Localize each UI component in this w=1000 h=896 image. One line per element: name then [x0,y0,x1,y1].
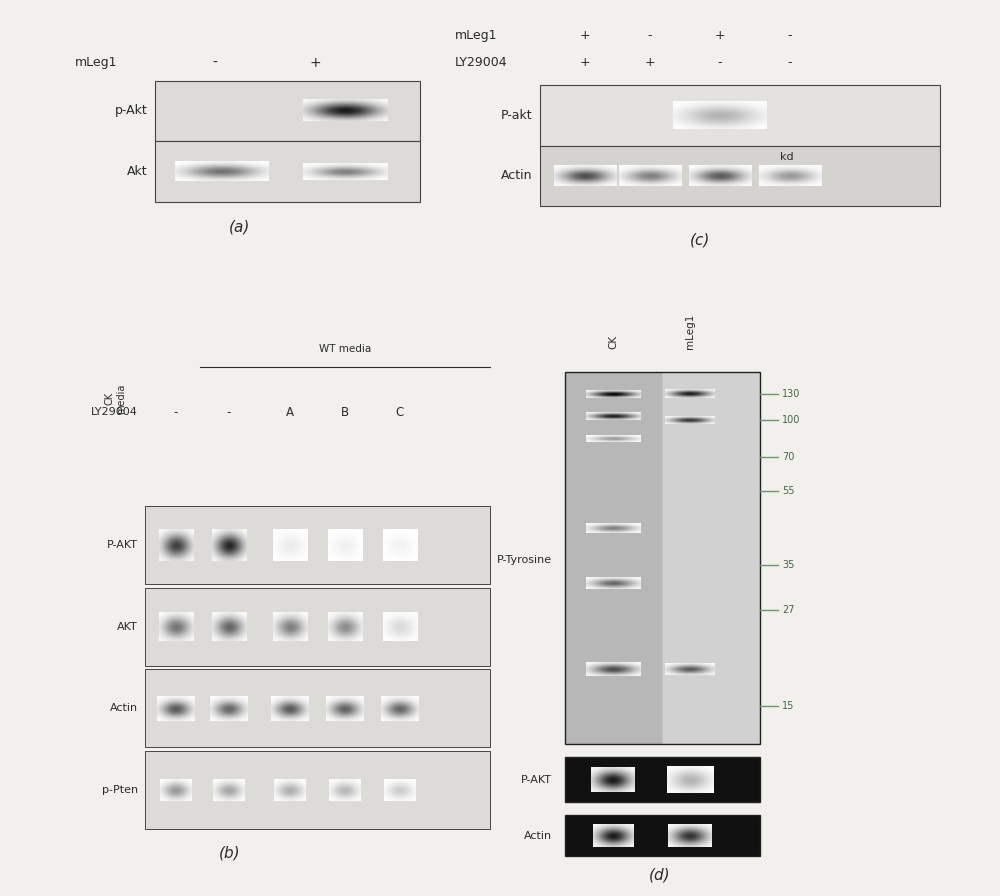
Text: +: + [309,56,321,70]
Text: Actin: Actin [524,831,552,840]
Text: C: C [396,406,404,418]
Text: -: - [174,406,178,418]
Text: 27: 27 [782,605,794,615]
Text: CK
media: CK media [104,383,126,414]
Text: -: - [788,56,792,69]
Text: kd: kd [780,151,794,162]
Text: 100: 100 [782,415,800,426]
Text: (a): (a) [229,220,251,235]
Text: P-Tyrosine: P-Tyrosine [497,555,552,565]
Text: -: - [788,30,792,42]
Text: B: B [341,406,349,418]
Text: Akt: Akt [127,165,148,178]
Text: -: - [718,56,722,69]
Text: CK: CK [608,335,618,349]
Bar [540,85,940,145]
Text: Actin: Actin [501,169,532,183]
Text: mLeg1: mLeg1 [455,30,498,42]
Bar [145,506,490,584]
Text: -: - [213,56,217,70]
Bar [155,141,420,202]
Bar [565,757,760,802]
Text: 70: 70 [782,452,794,462]
Text: (c): (c) [690,233,710,248]
Text: +: + [715,30,725,42]
Text: p-Akt: p-Akt [115,104,148,117]
Text: +: + [580,30,590,42]
Text: AKT: AKT [117,622,138,632]
Bar [145,751,490,829]
Text: (b): (b) [219,845,241,860]
Bar [540,145,940,206]
Text: +: + [645,56,655,69]
Text: (d): (d) [649,867,671,883]
Bar [565,815,760,856]
Text: A: A [286,406,294,418]
Text: mLeg1: mLeg1 [685,314,695,349]
Bar [565,372,760,744]
Bar [155,81,420,141]
Text: 55: 55 [782,486,794,495]
Text: p-Pten: p-Pten [102,785,138,795]
Text: 130: 130 [782,389,800,399]
Bar [145,588,490,666]
Text: 15: 15 [782,702,794,711]
Text: P-akt: P-akt [500,108,532,122]
Text: 35: 35 [782,560,794,570]
Text: P-AKT: P-AKT [521,774,552,785]
Text: -: - [648,30,652,42]
Text: +: + [580,56,590,69]
Bar [145,669,490,747]
Text: LY29004: LY29004 [91,407,138,418]
Text: Actin: Actin [110,703,138,713]
Text: P-AKT: P-AKT [107,540,138,550]
Text: -: - [227,406,231,418]
Text: WT media: WT media [319,344,371,354]
Text: LY29004: LY29004 [455,56,508,69]
Text: mLeg1: mLeg1 [75,56,118,69]
